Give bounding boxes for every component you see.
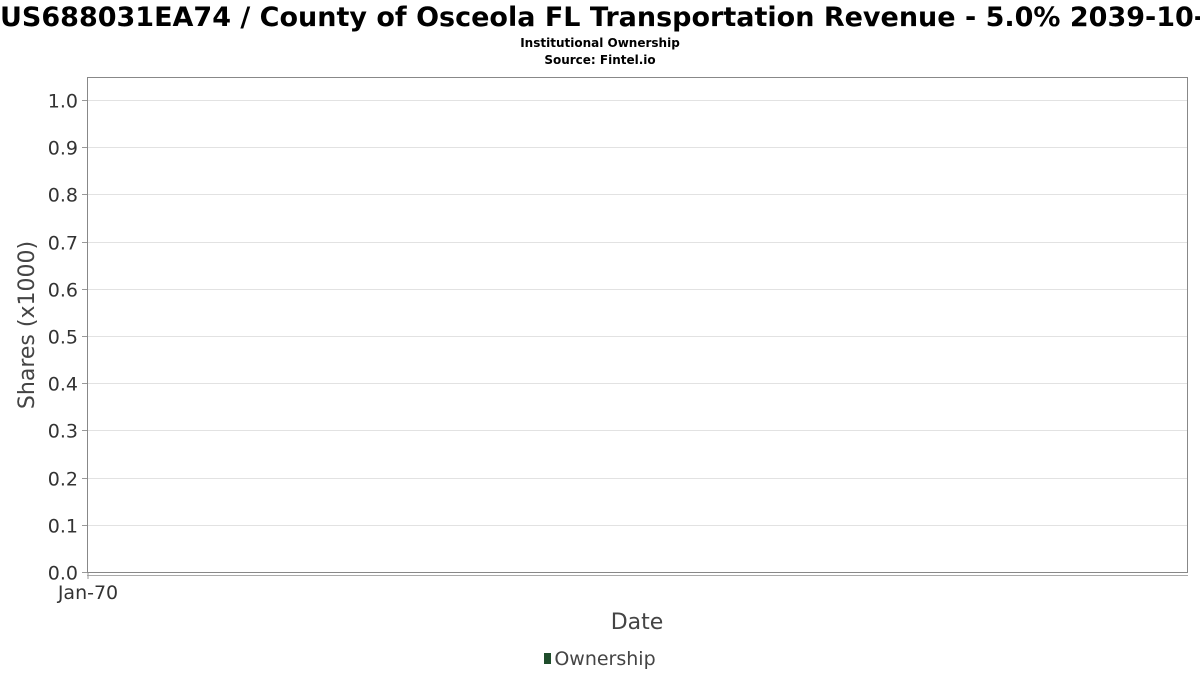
y-tick-label: 0.4: [48, 374, 78, 396]
y-tick-label: 0.5: [48, 327, 78, 349]
chart-subtitle: Institutional Ownership: [520, 36, 680, 50]
y-tick-label: 0.2: [48, 469, 78, 491]
gridlines: [88, 100, 1188, 526]
x-axis-ticks: Jan-70: [57, 573, 118, 604]
y-tick-label: 0.6: [48, 280, 78, 302]
chart-source: Source: Fintel.io: [544, 53, 656, 67]
legend-label: Ownership: [554, 648, 656, 670]
y-tick-label: 0.7: [48, 233, 78, 255]
y-tick-label: 0.9: [48, 138, 78, 160]
y-axis-ticks: 0.0 0.1 0.2 0.3 0.4 0.5 0.6 0.7 0.8 0.9 1.0: [48, 91, 87, 585]
legend-swatch: [544, 653, 552, 664]
x-tick-label: Jan-70: [57, 582, 118, 604]
x-axis-title: Date: [611, 610, 664, 635]
y-tick-label: 0.1: [48, 516, 78, 538]
y-tick-label: 0.8: [48, 185, 78, 207]
y-axis-title: Shares (x1000): [15, 241, 40, 409]
y-tick-label: 0.3: [48, 421, 78, 443]
y-tick-label: 0.0: [48, 563, 78, 585]
y-tick-label: 1.0: [48, 91, 78, 113]
plot-area: [87, 77, 1188, 573]
chart-title: US688031EA74 / County of Osceola FL Tran…: [0, 2, 1200, 33]
legend: Ownership: [0, 648, 1200, 670]
